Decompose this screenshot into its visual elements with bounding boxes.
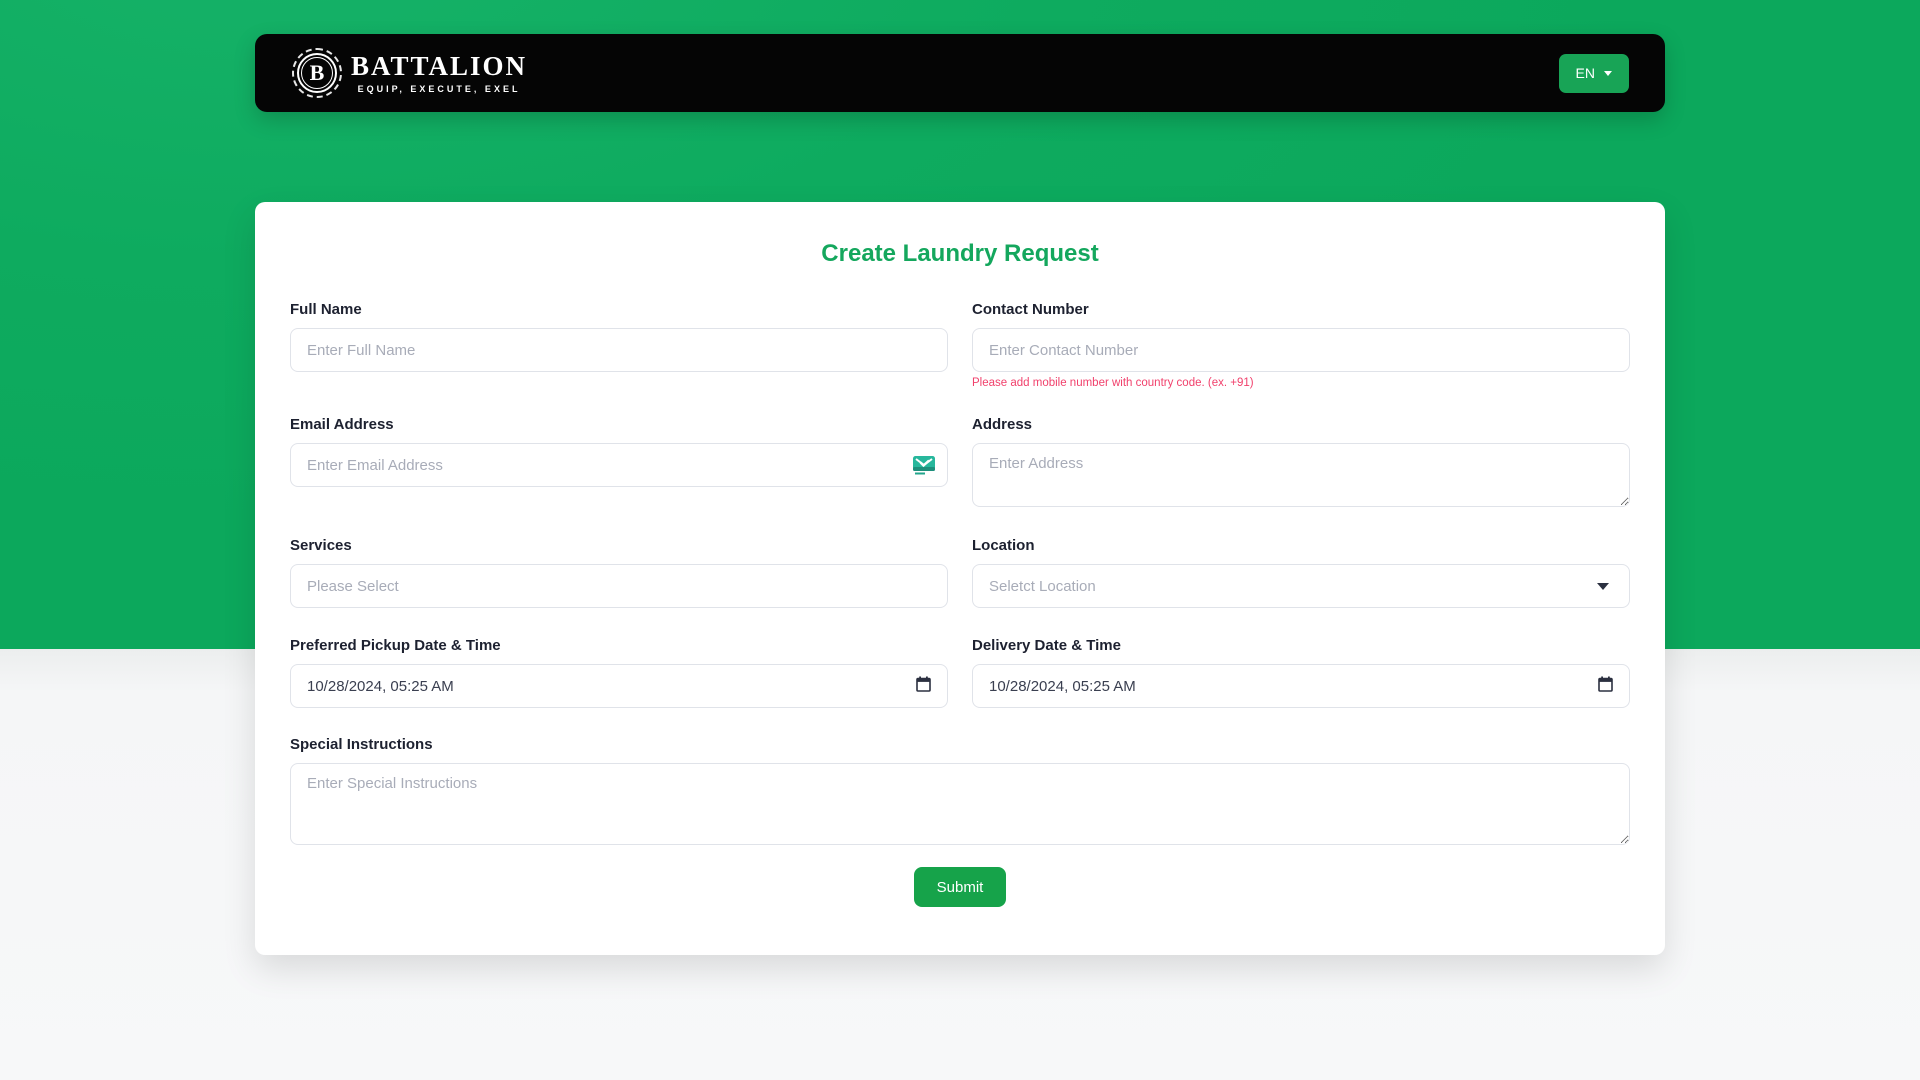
contact-number-error: Please add mobile number with country co… — [972, 377, 1254, 389]
delivery-datetime-label: Delivery Date & Time — [972, 637, 1121, 654]
full-name-label: Full Name — [290, 301, 362, 318]
contact-number-field: Contact Number Please add mobile number … — [972, 301, 1630, 389]
language-label: EN — [1575, 65, 1595, 81]
address-field: Address — [972, 416, 1630, 507]
submit-button[interactable]: Submit — [913, 867, 1007, 907]
contact-number-input[interactable] — [972, 328, 1630, 372]
location-field: Location Seletct Location — [972, 537, 1630, 608]
email-input[interactable] — [290, 443, 948, 487]
chevron-down-icon — [1597, 582, 1609, 590]
brand-monogram: B — [309, 60, 325, 85]
brand-name: BATTALION — [351, 50, 528, 81]
brand-wordmark: BATTALION EQUIP, EXECUTE, EXEL — [351, 50, 528, 94]
email-field: Email Address — [290, 416, 948, 487]
address-label: Address — [972, 416, 1033, 433]
delivery-datetime-field: Delivery Date & Time 10/28/2024, 05:25 A… — [972, 637, 1630, 708]
delivery-datetime-input[interactable]: 10/28/2024, 05:25 AM — [972, 664, 1630, 708]
pickup-datetime-label: Preferred Pickup Date & Time — [290, 637, 501, 654]
special-instructions-field: Special Instructions — [290, 736, 1630, 845]
caret-down-icon — [1604, 70, 1612, 76]
top-navbar: B BATTALION EQUIP, EXECUTE, EXEL EN — [255, 34, 1665, 112]
contact-number-label: Contact Number — [972, 301, 1089, 318]
page-title: Create Laundry Request — [821, 240, 1099, 267]
form-row-2: Email Address Address — [290, 416, 1630, 507]
full-name-input[interactable] — [290, 328, 948, 372]
pickup-datetime-value: 10/28/2024, 05:25 AM — [307, 677, 454, 695]
pickup-datetime-input[interactable]: 10/28/2024, 05:25 AM — [290, 664, 948, 708]
brand-emblem-icon: B — [292, 48, 342, 98]
form-row-4: Preferred Pickup Date & Time 10/28/2024,… — [290, 637, 1630, 708]
temp-mail-envelope-icon[interactable] — [911, 453, 936, 477]
laundry-request-card: Create Laundry Request Full Name Contact… — [255, 202, 1665, 955]
calendar-icon[interactable] — [1598, 676, 1613, 696]
delivery-datetime-value: 10/28/2024, 05:25 AM — [989, 677, 1136, 695]
location-placeholder: Seletct Location — [989, 577, 1096, 595]
services-field: Services Please Select — [290, 537, 948, 608]
address-textarea[interactable] — [972, 443, 1630, 507]
form-row-1: Full Name Contact Number Please add mobi… — [290, 301, 1630, 389]
services-label: Services — [290, 537, 352, 554]
calendar-icon[interactable] — [916, 676, 931, 696]
special-instructions-label: Special Instructions — [290, 736, 433, 753]
location-label: Location — [972, 537, 1035, 554]
form-row-3: Services Please Select Location Seletct … — [290, 537, 1630, 608]
language-dropdown-button[interactable]: EN — [1558, 53, 1629, 93]
pickup-datetime-field: Preferred Pickup Date & Time 10/28/2024,… — [290, 637, 948, 708]
brand-tagline: EQUIP, EXECUTE, EXEL — [357, 83, 521, 94]
email-label: Email Address — [290, 416, 394, 433]
services-select[interactable]: Please Select — [290, 564, 948, 608]
special-instructions-textarea[interactable] — [290, 763, 1630, 845]
submit-row: Submit — [290, 867, 1630, 907]
full-name-field: Full Name — [290, 301, 948, 372]
services-placeholder: Please Select — [307, 577, 399, 595]
location-select[interactable]: Seletct Location — [972, 564, 1630, 608]
email-input-wrap — [290, 443, 948, 487]
brand-logo: B BATTALION EQUIP, EXECUTE, EXEL — [291, 48, 528, 98]
